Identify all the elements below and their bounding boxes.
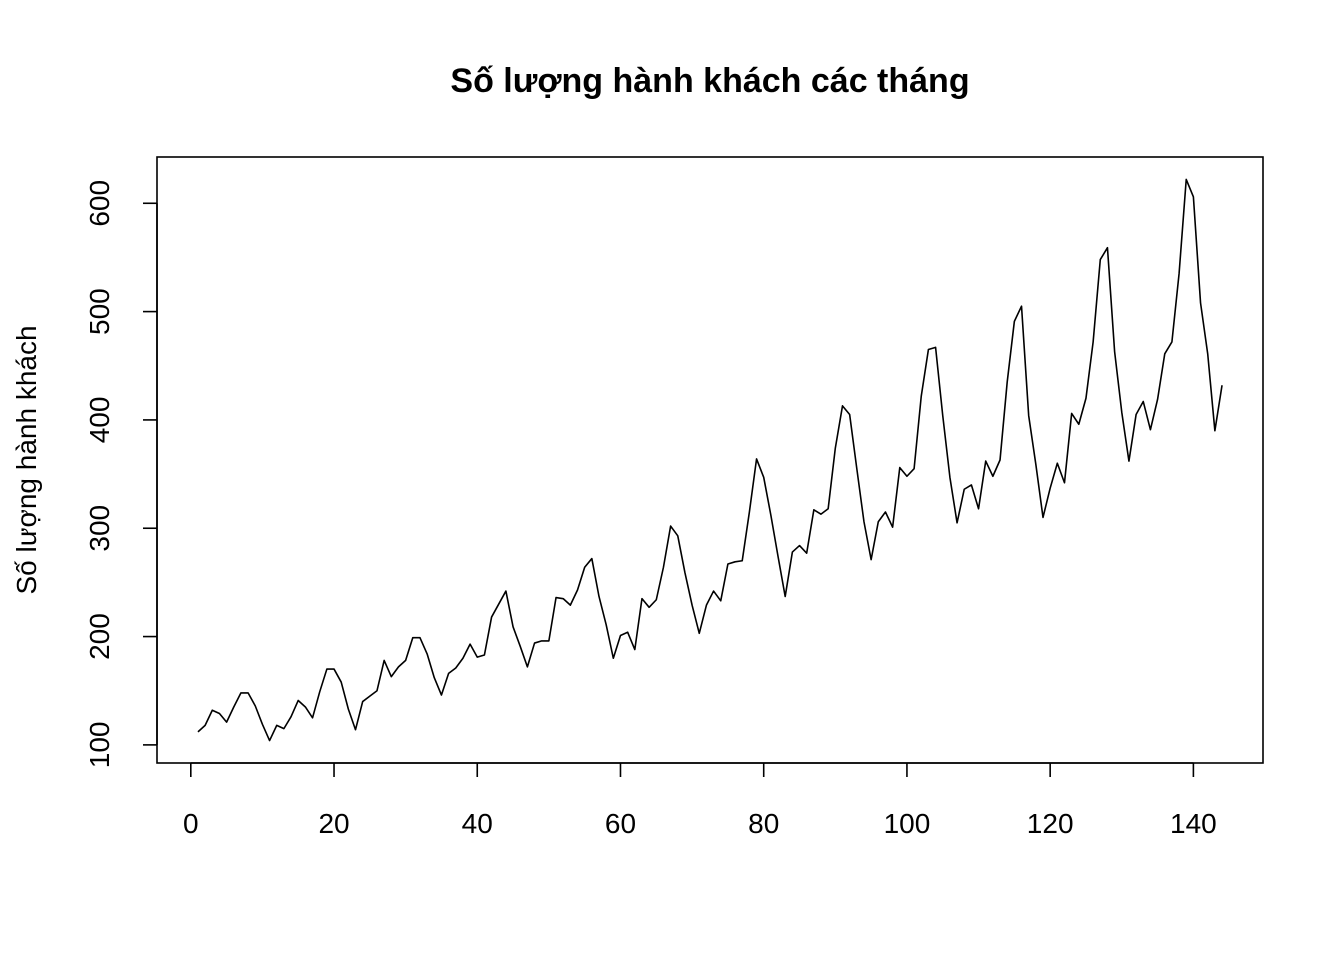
x-axis: 0 20 40 60 80 100 120 140 (183, 762, 1217, 839)
y-axis-label: Số lượng hành khách (11, 325, 42, 594)
y-tick-label: 500 (84, 288, 115, 335)
x-tick-label: 100 (884, 808, 931, 839)
plot-frame (156, 156, 1264, 764)
y-tick-label: 200 (84, 613, 115, 660)
x-tick-label: 0 (183, 808, 199, 839)
series-line (197, 178, 1223, 742)
y-tick-label: 600 (84, 180, 115, 227)
x-tick-label: 60 (605, 808, 636, 839)
x-tick-label: 80 (748, 808, 779, 839)
x-tick-label: 120 (1027, 808, 1074, 839)
y-tick-label: 400 (84, 397, 115, 444)
x-tick-label: 20 (318, 808, 349, 839)
x-tick-label: 140 (1170, 808, 1217, 839)
y-axis: 100 200 300 400 500 600 (84, 180, 158, 769)
chart-title: Số lượng hành khách các tháng (450, 62, 969, 100)
x-tick-label: 40 (462, 808, 493, 839)
y-tick-label: 300 (84, 505, 115, 552)
y-tick-label: 100 (84, 722, 115, 769)
